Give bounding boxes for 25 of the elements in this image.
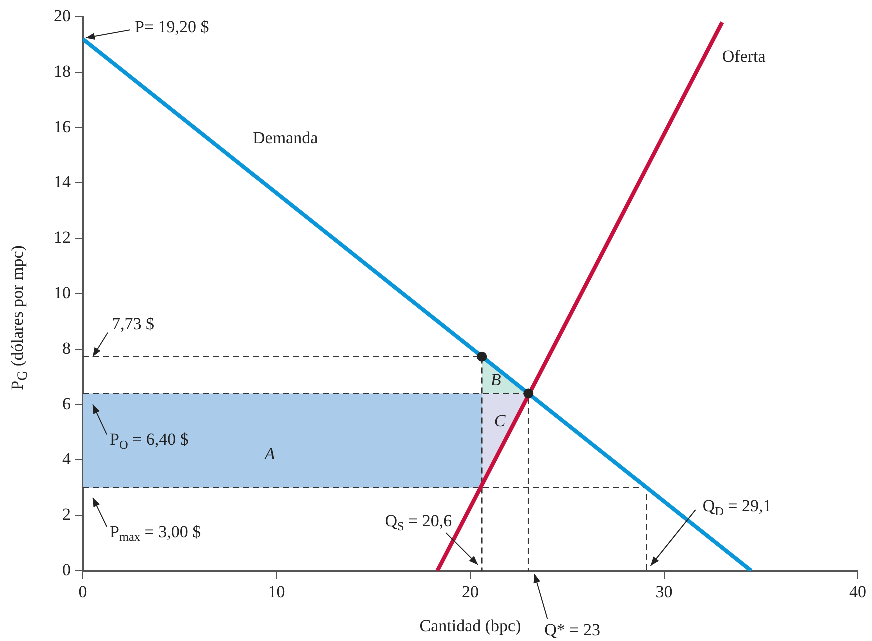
x-tick-label: 20 <box>462 582 479 602</box>
annotation: A <box>264 444 276 464</box>
annotation: C <box>494 411 506 430</box>
y-tick-label: 20 <box>54 6 71 26</box>
y-tick-label: 16 <box>54 117 71 136</box>
y-tick-label: 8 <box>62 338 71 358</box>
annotation: P= 19,20 $ <box>135 18 210 37</box>
y-tick-label: 12 <box>54 228 71 248</box>
y-tick-label: 6 <box>62 394 71 414</box>
x-axis-title: Cantidad (bpc) <box>420 616 522 636</box>
annotation: 7,73 $ <box>112 314 154 334</box>
y-tick-label: 18 <box>54 62 71 81</box>
y-tick-label: 0 <box>62 560 71 580</box>
annotation: Q* = 23 <box>544 620 600 640</box>
y-tick-label: 14 <box>54 172 72 192</box>
annotation: B <box>490 370 502 390</box>
y-tick-label: 4 <box>62 450 72 469</box>
series-label: Demanda <box>253 128 319 148</box>
x-tick-label: 10 <box>268 582 286 602</box>
x-tick-label: 0 <box>78 582 88 602</box>
x-tick-label: 40 <box>850 582 866 602</box>
x-tick-label: 30 <box>656 582 673 602</box>
series-label: Oferta <box>722 47 766 66</box>
y-tick-label: 10 <box>54 283 71 302</box>
y-tick-label: 2 <box>62 505 71 524</box>
